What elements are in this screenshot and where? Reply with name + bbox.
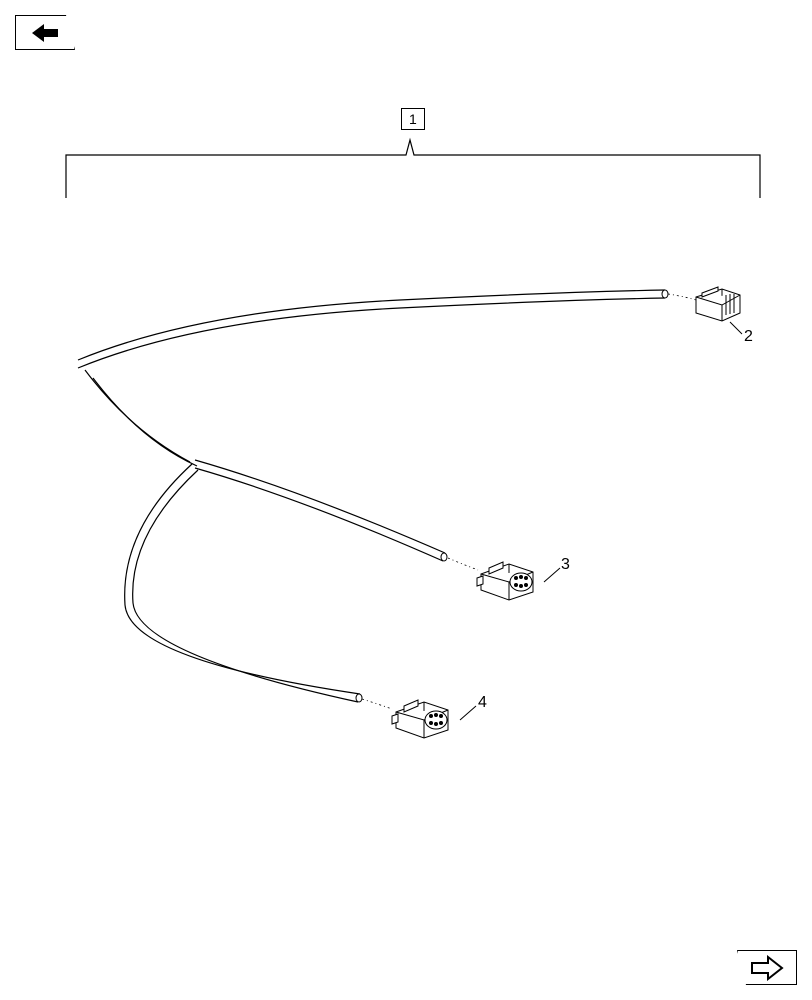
leader-4 [458,704,480,724]
connector-middle [475,552,545,602]
connector-bottom [390,690,460,740]
callout-4-label: 4 [478,694,487,712]
callout-3-label: 3 [561,556,570,574]
callout-2-label: 2 [744,328,753,346]
wire-harness [0,0,812,1000]
connector-top [692,283,750,325]
